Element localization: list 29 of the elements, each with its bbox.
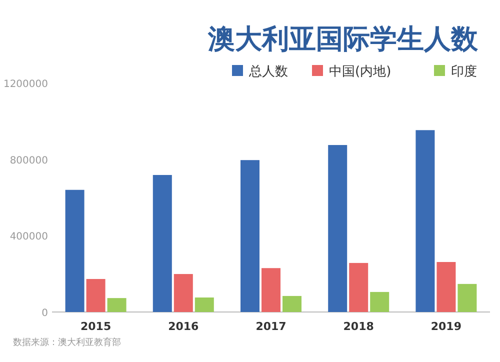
bar	[262, 268, 280, 312]
legend-label: 印度	[451, 64, 477, 80]
chart-title: 澳大利亚国际学生人数	[207, 24, 479, 55]
bar	[107, 298, 126, 312]
y-tick-label: 800000	[10, 155, 48, 166]
bar	[436, 262, 456, 312]
bar	[282, 296, 302, 312]
y-tick-label: 400000	[10, 232, 48, 243]
bar	[416, 130, 435, 312]
bar	[458, 284, 477, 312]
bar	[152, 174, 172, 312]
bar	[370, 292, 390, 312]
x-tick-label: 2015	[80, 320, 112, 333]
bar	[240, 160, 260, 312]
y-tick-label: 1200000	[3, 79, 48, 90]
bar	[328, 145, 348, 312]
bar	[86, 278, 106, 312]
bar	[174, 274, 193, 312]
bar	[65, 190, 84, 312]
bar	[349, 262, 368, 312]
legend-label: 中国(内地)	[329, 64, 392, 80]
source-note: 数据来源：澳大利亚教育部	[13, 337, 121, 348]
x-tick-label: 2017	[256, 320, 286, 333]
x-tick-label: 2019	[430, 320, 462, 333]
bar	[194, 297, 214, 312]
x-tick-label: 2018	[343, 320, 374, 333]
legend-label: 总人数	[248, 64, 288, 80]
x-tick-label: 2016	[168, 320, 200, 333]
y-tick-label: 0	[42, 308, 48, 319]
